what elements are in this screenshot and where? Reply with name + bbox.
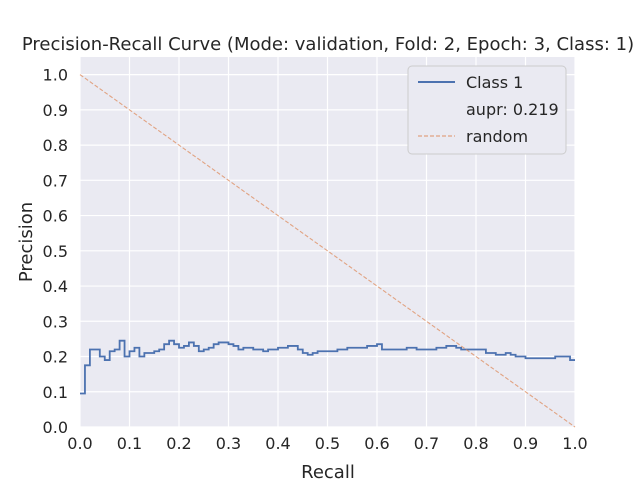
x-tick-label: 0.5 bbox=[315, 434, 340, 453]
x-tick-label: 0.3 bbox=[216, 434, 241, 453]
x-tick-label: 0.7 bbox=[414, 434, 439, 453]
x-tick-label: 0.8 bbox=[463, 434, 488, 453]
series-line-class-1 bbox=[80, 339, 575, 395]
y-tick-label: 0.1 bbox=[43, 383, 68, 402]
series-line-random bbox=[79, 74, 576, 428]
x-tick-label: 0.4 bbox=[265, 434, 290, 453]
chart-title: Precision-Recall Curve (Mode: validation… bbox=[22, 34, 634, 55]
legend: Class 1 aupr: 0.219 random bbox=[407, 65, 567, 155]
y-tick-label: 0.5 bbox=[43, 242, 68, 261]
legend-label-aupr: aupr: 0.219 bbox=[466, 100, 559, 119]
y-tick-label: 0.4 bbox=[43, 277, 68, 296]
y-tick-label: 0.9 bbox=[43, 101, 68, 120]
y-tick-label: 0.2 bbox=[43, 348, 68, 367]
y-tick-label: 0.8 bbox=[43, 136, 68, 155]
x-tick-label: 0.9 bbox=[513, 434, 538, 453]
x-tick-label: 0.6 bbox=[364, 434, 389, 453]
y-tick-label: 0.6 bbox=[43, 207, 68, 226]
x-tick-label: 0.1 bbox=[117, 434, 142, 453]
y-axis-label: Precision bbox=[16, 202, 37, 282]
x-axis-label: Recall bbox=[301, 462, 355, 480]
y-tick-label: 0.3 bbox=[43, 312, 68, 331]
x-tick-labels: 0.0 0.1 0.2 0.3 0.4 0.5 0.6 0.7 0.8 0.9 1.0 bbox=[67, 434, 587, 453]
y-tick-labels: 0.0 0.1 0.2 0.3 0.4 0.5 0.6 0.7 0.8 0.9 1.0 bbox=[43, 66, 68, 437]
y-tick-label: 0.7 bbox=[43, 171, 68, 190]
x-tick-label: 0.0 bbox=[67, 434, 92, 453]
legend-label-class1: Class 1 bbox=[466, 73, 523, 92]
y-tick-label: 1.0 bbox=[43, 66, 68, 85]
legend-box bbox=[407, 65, 567, 155]
x-tick-label: 0.2 bbox=[166, 434, 191, 453]
x-tick-label: 1.0 bbox=[562, 434, 587, 453]
y-tick-label: 0.0 bbox=[43, 418, 68, 437]
series-lines bbox=[79, 74, 576, 428]
legend-label-random: random bbox=[466, 127, 528, 146]
